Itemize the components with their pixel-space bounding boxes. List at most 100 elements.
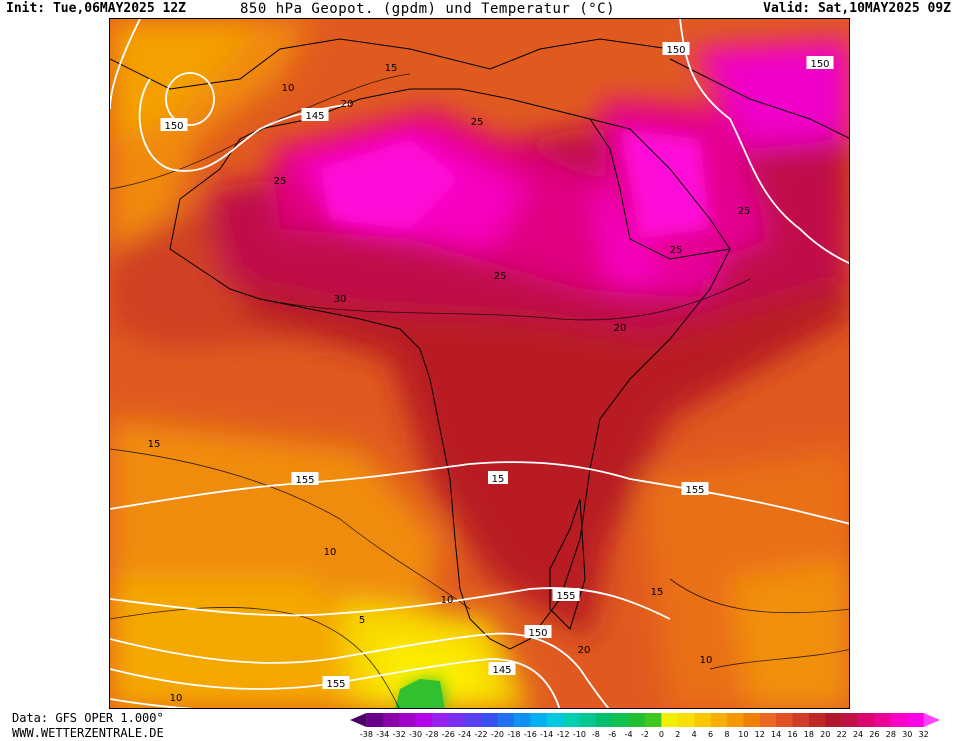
legend-color-swatch xyxy=(923,713,940,727)
geopotential-label-box xyxy=(524,625,552,638)
init-time: Init: Tue,06MAY2025 12Z xyxy=(6,1,187,16)
geopotential-label-box xyxy=(488,471,508,484)
geopotential-label: 150 xyxy=(810,59,829,70)
legend-tick-label: 22 xyxy=(837,730,847,739)
legend-tick-label: -16 xyxy=(524,730,537,739)
legend-color-swatch xyxy=(858,713,875,727)
geopotential-label-box xyxy=(662,42,690,55)
legend-tick-label: 32 xyxy=(919,730,929,739)
legend-tick-label: 28 xyxy=(886,730,896,739)
legend-color-swatch xyxy=(890,713,908,727)
isotherm-label: 20 xyxy=(578,645,591,656)
isotherm-label: 25 xyxy=(494,271,507,282)
isotherm-label: 10 xyxy=(170,693,183,704)
map-title: 850 hPa Geopot. (gpdm) und Temperatur (°… xyxy=(240,1,616,17)
geopotential-label: 150 xyxy=(666,45,685,56)
legend-color-swatch xyxy=(415,713,433,727)
geopotential-label-box xyxy=(301,108,329,121)
isotherm-label: 20 xyxy=(341,99,354,110)
legend-tick-label: -30 xyxy=(409,730,422,739)
isotherm-label: 10 xyxy=(700,655,713,666)
color-scale-legend: -38 -34 -32 -30 -28 -26 -24 -22 -20 -18 -16 -14 -12-… xyxy=(350,713,940,739)
legend-color-swatch xyxy=(431,713,449,727)
legend-color-swatch xyxy=(825,713,842,727)
legend-tick-label: 26 xyxy=(869,730,879,739)
legend-color-swatch xyxy=(677,713,695,727)
website-url: WWW.WETTERZENTRALE.DE xyxy=(12,726,164,740)
isotherm-label: 5 xyxy=(359,615,365,626)
legend-color-swatch xyxy=(448,713,466,727)
legend-tick-label: 14 xyxy=(771,730,781,739)
legend-color-swatch xyxy=(841,713,859,727)
isotherm-label: 25 xyxy=(738,206,751,217)
geopotential-label: 155 xyxy=(326,679,345,690)
isotherm-label: 10 xyxy=(282,83,295,94)
isotherm-label: 10 xyxy=(324,547,337,558)
legend-tick-label: -20 xyxy=(491,730,504,739)
legend-tick-label: -32 xyxy=(393,730,406,739)
legend-tick-label: -12 xyxy=(557,730,570,739)
legend-color-swatch xyxy=(481,713,498,727)
legend-tick-label: -22 xyxy=(475,730,488,739)
legend-tick-label: 12 xyxy=(755,730,765,739)
legend-tick-label: 16 xyxy=(787,730,797,739)
geopotential-label-box xyxy=(488,662,516,675)
isotherm-label: 30 xyxy=(334,294,347,305)
isotherm-label: 25 xyxy=(670,245,683,256)
legend-tick-label: -2 xyxy=(641,730,649,739)
legend-tick-label: 0 xyxy=(659,730,664,739)
legend-color-swatch xyxy=(579,713,597,727)
isotherm-label: 10 xyxy=(441,595,454,606)
legend-color-swatch xyxy=(694,713,711,727)
isotherm-label: 20 xyxy=(614,323,627,334)
legend-tick-label: 10 xyxy=(738,730,748,739)
legend-color-swatch xyxy=(595,713,613,727)
geopotential-label-box xyxy=(291,472,319,485)
geopotential-label: 155 xyxy=(556,591,575,602)
legend-tick-label: -24 xyxy=(458,730,471,739)
legend-color-swatch xyxy=(399,713,416,727)
isotherm-label: 25 xyxy=(274,176,287,187)
legend-color-swatch xyxy=(743,713,761,727)
legend-tick-label: -26 xyxy=(442,730,455,739)
geopotential-label: 15 xyxy=(492,474,505,485)
data-source: Data: GFS OPER 1.000° xyxy=(12,711,164,725)
legend-color-swatch xyxy=(612,713,629,727)
legend-tick-label: 18 xyxy=(804,730,814,739)
legend-color-swatch xyxy=(628,713,646,727)
geopotential-label: 155 xyxy=(295,475,314,486)
legend-color-swatch xyxy=(497,713,515,727)
legend-color-swatch xyxy=(350,713,367,727)
isotherm-label: 15 xyxy=(385,63,398,74)
legend-tick-label: -38 xyxy=(360,730,373,739)
legend-color-swatch xyxy=(907,713,924,727)
legend-tick-label: 4 xyxy=(692,730,697,739)
isotherm-label: 25 xyxy=(471,117,484,128)
legend-tick-label: -10 xyxy=(573,730,586,739)
weather-map: 150 145 150 150 155 15 155 155 150 145 155 15 10 20 2… xyxy=(109,18,850,709)
legend-tick-label: 24 xyxy=(853,730,863,739)
geopotential-label-box xyxy=(806,56,834,69)
legend-tick-label: 2 xyxy=(675,730,680,739)
geopotential-label: 150 xyxy=(164,121,183,132)
legend-color-swatch xyxy=(645,713,662,727)
isotherm-label: 15 xyxy=(148,439,161,450)
geopotential-label-box xyxy=(160,118,188,131)
legend-color-swatch xyxy=(464,713,482,727)
legend-tick-label: -4 xyxy=(625,730,633,739)
legend-color-swatch xyxy=(661,713,679,727)
geopotential-label-box xyxy=(681,482,709,495)
valid-time: Valid: Sat,10MAY2025 09Z xyxy=(763,1,951,16)
legend-color-swatch xyxy=(513,713,531,727)
isotherm-label: 15 xyxy=(651,587,664,598)
legend-tick-label: -14 xyxy=(540,730,553,739)
geopotential-label: 145 xyxy=(305,111,324,122)
legend-color-swatch xyxy=(710,713,728,727)
legend-color-swatch xyxy=(563,713,580,727)
geopotential-label-box xyxy=(552,588,580,601)
legend-color-swatch xyxy=(366,713,384,727)
legend-color-swatch xyxy=(726,713,744,727)
legend-color-swatch xyxy=(792,713,810,727)
geopotential-label: 145 xyxy=(492,665,511,676)
legend-tick-label: -28 xyxy=(425,730,438,739)
